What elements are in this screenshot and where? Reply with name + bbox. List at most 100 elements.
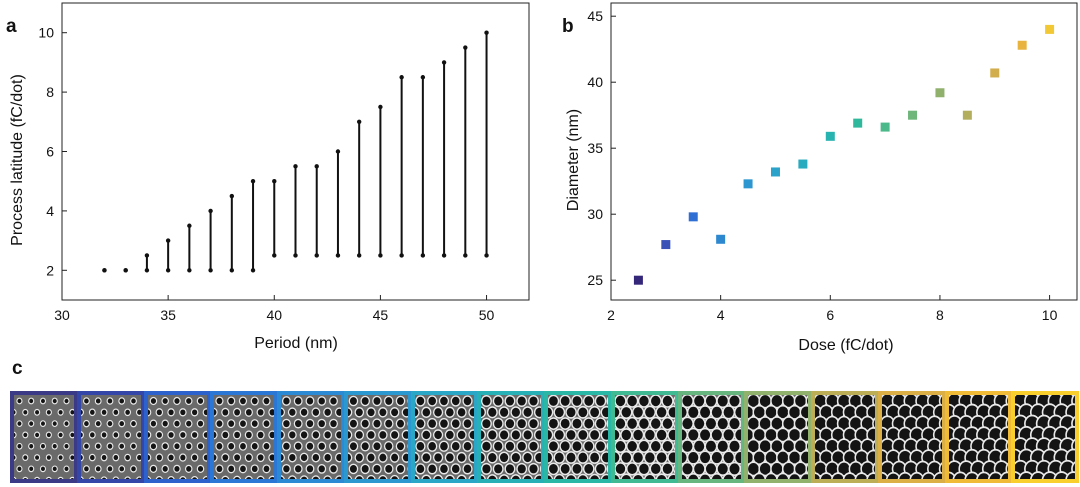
sem-micrograph [281,395,341,479]
sem-image-tile [877,391,946,483]
y-tick-label: 35 [587,140,603,156]
range-low-point [420,253,426,258]
sem-micrograph [815,395,875,479]
range-low-point [484,253,489,258]
scatter-point [743,179,753,189]
range-high-point [250,179,256,184]
sem-micrograph [614,395,675,479]
range-high-point [208,208,213,214]
sem-image-tile [210,391,278,483]
range-low-point [356,253,362,258]
range-low-point [378,253,383,258]
x-tick-label: 35 [160,307,176,323]
range-high-point [123,268,128,273]
range-low-point [250,268,256,273]
sem-micrograph [548,395,608,479]
sem-micrograph [481,395,541,479]
range-high-point [378,104,383,110]
range-high-point [293,164,298,169]
sem-image-tile [811,391,879,483]
sem-micrograph [1015,395,1075,479]
scatter-point [935,88,945,98]
range-high-point [335,149,341,154]
range-low-point [229,268,235,273]
y-tick-label: 2 [46,262,54,278]
sem-micrograph [681,395,742,479]
x-axis-label-a: Period (nm) [254,335,338,352]
range-high-point [314,164,319,169]
panel-b-chart: b 2 4 6 8 10 25 30 35 40 45 Dose (fC/dot) Diamete… [562,2,1078,354]
y-tick-label: 25 [587,272,603,288]
range-high-point [144,253,150,258]
panel-a-chart: a 30 35 40 45 50 2 4 6 8 10 Period (nm) Process l… [6,2,530,352]
panel-letter-a: a [6,16,17,37]
scatter-point [1017,40,1027,50]
range-high-point [463,45,468,50]
sem-image-tile [410,391,479,483]
y-tick-label: 4 [46,203,54,219]
range-low-point [165,268,171,273]
y-tick-label: 30 [587,206,603,222]
range-high-point [441,60,447,65]
y-axis-label-a: Process latitude (fC/dot) [9,74,26,246]
sem-image-tile [10,391,78,483]
plot-frame-b [610,2,1078,301]
range-high-point [484,30,489,35]
range-high-point [356,119,362,125]
sem-micrograph [14,395,74,479]
sem-image-tile [677,391,746,483]
sem-micrograph [881,395,942,479]
sem-image-tile [277,391,345,483]
x-tick-label: 40 [266,307,282,323]
scatter-point [962,110,972,120]
scatter-point [825,131,835,141]
y-tick-label: 6 [46,144,54,160]
sem-image-tile [744,391,812,483]
range-high-point [187,223,192,228]
range-marks-a [102,30,489,273]
x-tick-label: 6 [826,307,834,323]
sem-micrograph [748,395,808,479]
sem-image-tile [1011,391,1079,483]
x-axis-label-b: Dose (fC/dot) [798,337,893,354]
sem-image-tile [944,391,1013,483]
scatter-point [853,118,863,128]
sem-micrograph [948,395,1009,479]
range-high-point [420,75,426,80]
range-low-point [441,253,447,258]
sem-micrograph [147,395,208,479]
axis-ticks-a: 30 35 40 45 50 2 4 6 8 10 [38,25,494,323]
sem-micrograph [347,395,408,479]
range-low-point [144,268,150,273]
scatter-point [798,159,808,169]
axis-ticks-b: 2 4 6 8 10 25 30 35 40 45 [587,8,1057,323]
x-tick-label: 2 [607,307,615,323]
x-tick-label: 8 [936,307,944,323]
sem-image-tile [544,391,612,483]
sem-image-tile [143,391,212,483]
range-low-point [187,268,192,273]
range-low-point [335,253,341,258]
x-tick-label: 50 [479,307,495,323]
panel-letter-c: c [12,358,23,379]
range-high-point [102,268,107,273]
sem-image-tile [610,391,679,483]
range-low-point [399,253,404,258]
sem-micrograph [214,395,274,479]
range-low-point [314,253,319,258]
y-tick-label: 10 [38,25,54,41]
y-axis-label-b: Diameter (nm) [565,109,582,211]
range-high-point [229,193,235,199]
x-tick-label: 30 [54,307,70,323]
sem-image-tile [76,391,145,483]
sem-micrograph [414,395,475,479]
range-low-point [208,268,213,273]
scatter-point [990,68,1000,78]
range-low-point [293,253,298,258]
scatter-point [633,275,643,285]
scatter-point [1045,24,1055,34]
range-high-point [165,238,171,243]
scatter-point [716,234,726,244]
sem-image-strip [10,391,1079,483]
x-tick-label: 10 [1042,307,1058,323]
